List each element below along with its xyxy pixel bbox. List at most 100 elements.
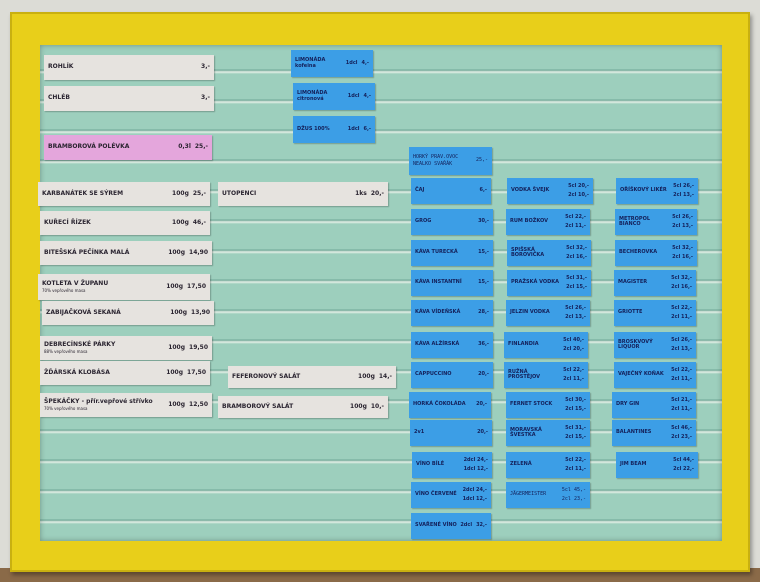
- item-price-large: 5cl 21,-: [671, 396, 692, 403]
- item-name: VÍNO ČERVENÉ: [415, 491, 457, 498]
- menu-card: DRY GIN 5cl 21,- 2cl 11,-: [612, 392, 696, 418]
- item-text: GRIOTTE: [618, 310, 668, 316]
- menu-card: GROG 30,-: [411, 209, 493, 235]
- menu-card: JIM BEAM 5cl 44,- 2cl 22,-: [616, 452, 698, 478]
- item-name: LIMONÁDA citronová: [297, 90, 328, 102]
- item-name: SVAŘENÉ VÍNO: [415, 522, 457, 529]
- item-prices: 100g 25,-: [172, 189, 206, 198]
- item-name: BITEŠSKÁ PEČÍNKA MALÁ: [44, 248, 130, 256]
- menu-card: FEFERONOVÝ SALÁT 100g 14,-: [228, 366, 396, 388]
- item-prices: 100g 17,50: [166, 369, 206, 377]
- item-prices: 30,-: [478, 219, 489, 225]
- item-price-small: 2cl 15,-: [565, 434, 586, 440]
- item-name: VODKA ŠVEJK: [511, 187, 550, 194]
- item-prices: 0,3l 25,-: [178, 144, 208, 151]
- item-prices: 100g 10,-: [350, 403, 384, 411]
- item-text: ZELENÁ: [510, 462, 562, 468]
- item-prices: 5cl 45,- 2cl 23,-: [562, 487, 586, 503]
- menu-card: HORKÝ PRAV.OVOC NEALKO SVAŘÁK 25,-: [409, 147, 492, 175]
- item-name: SPIŠSKÁ BOROVIČKA: [511, 246, 545, 258]
- menu-card: ČAJ 6,-: [411, 178, 491, 204]
- item-name: NEALKO SVAŘÁK: [413, 160, 453, 167]
- item-price-small: 2cl 11,-: [671, 314, 692, 320]
- item-name: FINLANDIA: [508, 341, 539, 348]
- item-prices: 3,-: [201, 95, 210, 102]
- item-price: 46,-: [192, 218, 206, 226]
- menu-card: BRAMBOROVÁ POLÉVKA 0,3l 25,-: [44, 135, 212, 160]
- menu-card: BECHEROVKA 5cl 32,- 2cl 16,-: [615, 240, 697, 266]
- item-price: 20,-: [370, 189, 384, 197]
- item-price-small: 2cl 20,-: [563, 346, 584, 352]
- item-text: DRY GIN: [616, 402, 668, 408]
- item-quantity: 0,3l: [178, 143, 191, 151]
- item-price: 12,50: [189, 400, 208, 408]
- item-text: CAPPUCCINO: [415, 372, 475, 378]
- item-name: LIMONÁDA kofeina: [295, 57, 326, 69]
- item-price-large: 5cl 22,-: [565, 213, 586, 220]
- item-prices: 5cl 32,- 2cl 16,-: [671, 274, 692, 291]
- item-text: SPIŠSKÁ BOROVIČKA: [511, 246, 563, 259]
- item-name: KÁVA VÍDEŇSKÁ: [415, 309, 461, 316]
- menu-card: PRAŽSKÁ VODKA 5cl 31,- 2cl 15,-: [507, 270, 591, 296]
- menu-card: ROHLÍK 3,-: [44, 55, 214, 80]
- item-text: GROG: [415, 219, 475, 225]
- item-text: JIM BEAM: [620, 462, 670, 468]
- item-text: UTOPENCI: [222, 190, 352, 198]
- item-prices: 20,-: [478, 372, 489, 378]
- item-price-small: 2cl 22,-: [673, 466, 694, 472]
- item-text: VAJEČNÝ KOŇAK: [618, 372, 668, 378]
- item-prices: 5cl 40,- 2cl 20,-: [563, 336, 584, 353]
- menu-card: BITEŠSKÁ PEČÍNKA MALÁ 100g 14,90: [40, 241, 212, 265]
- item-text: SVAŘENÉ VÍNO: [415, 523, 457, 529]
- item-text: BALANTINES: [616, 430, 668, 436]
- item-prices: 5cl 22,- 2cl 11,-: [565, 457, 586, 473]
- menu-card: SPIŠSKÁ BOROVIČKA 5cl 32,- 2cl 16,-: [507, 240, 591, 266]
- item-price-small: 1dcl 12,-: [462, 496, 487, 502]
- item-price: 25,-: [192, 189, 206, 197]
- item-price: 25,-: [475, 157, 488, 164]
- item-text: CHLÉB: [48, 95, 198, 102]
- item-text: VODKA ŠVEJK: [511, 188, 565, 194]
- menu-card: FINLANDIA 5cl 40,- 2cl 20,-: [504, 332, 588, 358]
- menu-card: CAPPUCCINO 20,-: [411, 362, 493, 388]
- item-prices: 5cl 22,- 2cl 11,-: [671, 305, 692, 321]
- item-price-large: 5cl 40,-: [563, 336, 584, 343]
- item-price-large: 5cl 26,-: [671, 336, 692, 343]
- item-name: METROPOL BIANCO: [619, 215, 651, 227]
- menu-card: JELZIN VODKA 5cl 26,- 2cl 13,-: [506, 300, 590, 326]
- item-prices: 5cl 21,- 2cl 11,-: [671, 396, 692, 413]
- item-name: FERNET STOCK: [510, 401, 553, 408]
- item-name: MAGISTER: [618, 279, 648, 286]
- item-prices: 5cl 32,- 2cl 16,-: [672, 245, 693, 261]
- item-name: PRAŽSKÁ VODKA: [511, 279, 560, 286]
- menu-card: HORKÁ ČOKOLÁDA 20,-: [409, 392, 491, 418]
- item-name: JELZIN VODKA: [510, 309, 550, 316]
- item-prices: 5cl 20,- 2cl 10,-: [568, 182, 589, 199]
- item-prices: 5cl 44,- 2cl 22,-: [673, 457, 694, 473]
- menu-card: KÁVA ALŽÍRSKÁ 36,-: [411, 332, 493, 358]
- item-prices: 6,-: [480, 188, 487, 194]
- item-prices: 20,-: [477, 430, 488, 436]
- item-price-large: 5cl 32,-: [671, 274, 692, 281]
- item-name: KÁVA ALŽÍRSKÁ: [415, 341, 460, 348]
- menu-card: SVAŘENÉ VÍNO 2dcl 32,-: [411, 513, 491, 539]
- item-text: KARBANÁTEK SE SÝREM: [42, 189, 169, 198]
- item-text: KÁVA ALŽÍRSKÁ: [415, 342, 475, 348]
- menu-card: LIMONÁDA citronová 1dcl 4,-: [293, 83, 375, 110]
- menu-card: UTOPENCI 1ks 20,-: [218, 182, 388, 206]
- item-text: ŠPEKÁČKY - přír.vepřové střívko 70% vepřo…: [44, 398, 165, 411]
- item-price-large: 5cl 20,-: [568, 182, 589, 189]
- menu-card: RUM BOŽKOV 5cl 22,- 2cl 11,-: [506, 209, 590, 235]
- item-text: VÍNO ČERVENÉ: [415, 492, 460, 498]
- item-name: BROSKVOVÝ LIQUOR: [618, 338, 653, 350]
- menu-card: KOTLETA V ŽUPANU 70% vepřového masa 100g 17…: [38, 274, 210, 300]
- item-price: 20,-: [476, 401, 487, 408]
- item-price-large: 5cl 22,-: [671, 366, 692, 373]
- item-price-small: 2cl 23,-: [671, 434, 692, 440]
- item-quantity: 100g: [166, 282, 184, 290]
- item-prices: 3,-: [201, 64, 210, 71]
- item-name: KARBANÁTEK SE SÝREM: [42, 189, 124, 197]
- item-description: 88% vepřového masa: [44, 348, 88, 354]
- item-price-small: 2cl 15,-: [566, 284, 587, 290]
- item-name: RUŽNÁ PROSTĚJOV: [508, 368, 541, 380]
